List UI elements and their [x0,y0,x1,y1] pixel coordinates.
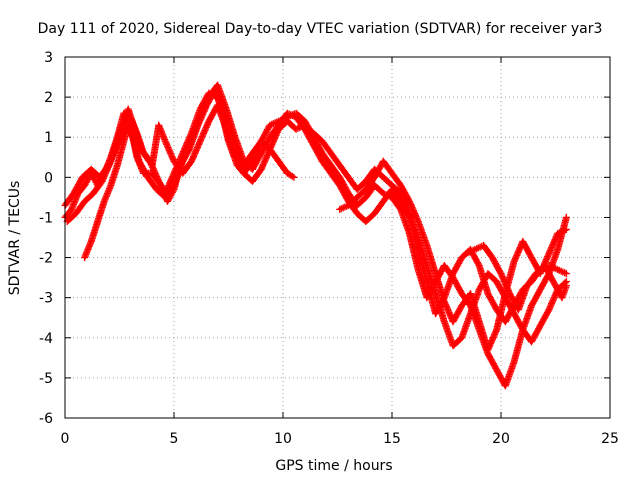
data-point [562,213,570,221]
data-point [288,172,296,180]
x-tick-labels: 0 5 10 15 20 25 [61,431,619,447]
data-point [181,143,189,151]
plot-border [64,56,611,419]
x-tick-label: 25 [601,431,619,447]
data-point [81,254,89,262]
y-tick-label: -4 [39,331,53,347]
y-axis-label: SDTVAR / TECUs [7,181,23,296]
y-tick-label: -1 [39,210,53,226]
data-series [61,81,570,390]
data-point [85,242,93,250]
x-tick-label: 10 [274,431,292,447]
data-point [562,282,570,290]
data-point [72,194,80,202]
y-tick-label: 2 [44,90,53,106]
data-point [83,247,91,255]
x-tick-label: 0 [61,431,70,447]
series-sat-track-d [81,101,570,354]
y-tick-label: -2 [39,251,53,267]
data-point [562,226,570,233]
y-tick-label: -6 [39,411,53,427]
data-point [102,168,110,176]
y-tick-label: 0 [44,170,53,186]
axis-ticks [64,56,611,419]
series-sat-track-b [61,81,570,326]
data-point [562,270,570,278]
data-point [156,179,164,187]
data-point [106,159,114,167]
y-tick-label: -5 [39,371,53,387]
series-sat-track-c [63,89,570,350]
data-point [151,170,159,178]
y-tick-label: -3 [39,291,53,307]
data-point [102,193,110,201]
grid-lines [65,57,610,418]
data-point [179,148,187,156]
x-axis-label: GPS time / hours [275,458,392,474]
chart-title: Day 111 of 2020, Sidereal Day-to-day VTE… [38,21,603,37]
y-tick-labels: 3 2 1 0 -1 -2 -3 -4 -5 -6 [39,50,53,427]
data-point [290,173,298,181]
data-point [183,139,191,146]
y-tick-label: 1 [44,130,53,146]
x-tick-label: 5 [170,431,179,447]
x-tick-label: 20 [492,431,510,447]
data-point [99,176,107,184]
data-point [104,164,112,171]
data-point [100,197,108,205]
data-point [101,171,109,179]
data-point [106,183,114,191]
x-tick-label: 15 [383,431,401,447]
y-tick-label: 3 [44,50,53,66]
data-point [187,157,195,165]
data-point [126,113,134,121]
series-sat-track-e [462,242,570,314]
